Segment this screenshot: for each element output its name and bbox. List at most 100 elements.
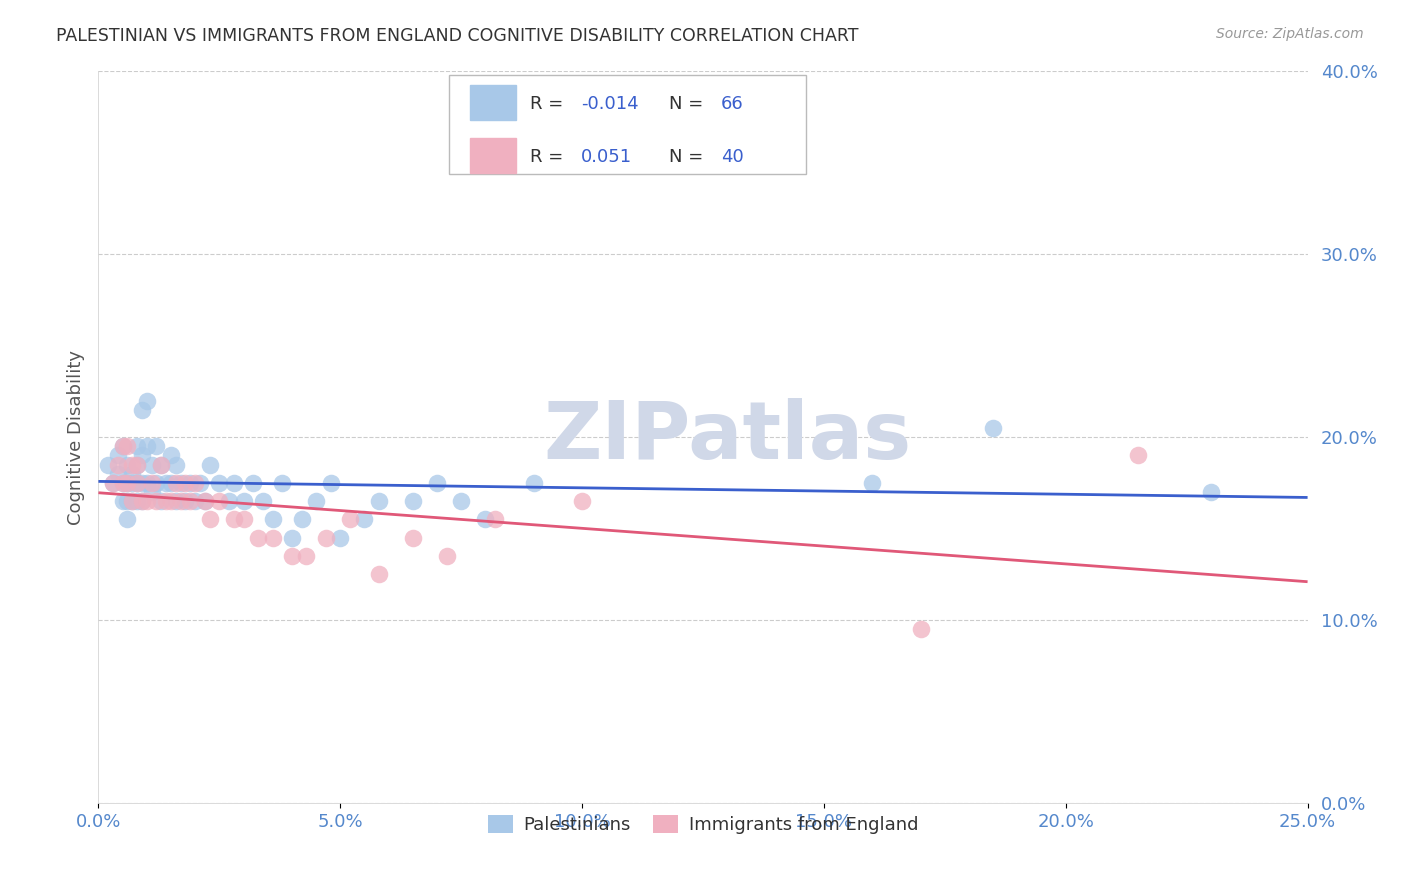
- Point: [135, 494, 157, 508]
- Point: [121, 494, 143, 508]
- Point: [271, 475, 294, 490]
- Point: [198, 512, 221, 526]
- Point: [860, 475, 883, 490]
- Point: [169, 475, 191, 490]
- Point: [165, 475, 187, 490]
- Point: [127, 475, 149, 490]
- Point: [402, 531, 425, 545]
- Text: -0.014: -0.014: [581, 95, 638, 113]
- Point: [474, 512, 496, 526]
- Text: N =: N =: [669, 95, 709, 113]
- Point: [194, 494, 217, 508]
- Point: [131, 402, 153, 417]
- Point: [131, 494, 153, 508]
- Point: [290, 512, 312, 526]
- Text: PALESTINIAN VS IMMIGRANTS FROM ENGLAND COGNITIVE DISABILITY CORRELATION CHART: PALESTINIAN VS IMMIGRANTS FROM ENGLAND C…: [56, 27, 859, 45]
- Point: [141, 458, 163, 472]
- FancyBboxPatch shape: [449, 75, 806, 174]
- Point: [368, 567, 391, 582]
- Point: [101, 475, 124, 490]
- Point: [218, 494, 240, 508]
- Point: [121, 475, 143, 490]
- Point: [169, 494, 191, 508]
- Point: [232, 494, 254, 508]
- Point: [117, 512, 139, 526]
- Point: [155, 475, 177, 490]
- Point: [262, 531, 284, 545]
- Point: [174, 494, 197, 508]
- Point: [150, 458, 173, 472]
- Point: [247, 531, 270, 545]
- Point: [232, 512, 254, 526]
- Point: [135, 393, 157, 408]
- Point: [281, 531, 304, 545]
- Text: N =: N =: [669, 148, 709, 166]
- Point: [131, 448, 153, 462]
- Point: [165, 458, 187, 472]
- Point: [1128, 448, 1150, 462]
- Point: [339, 512, 361, 526]
- Text: 66: 66: [721, 95, 744, 113]
- Point: [135, 439, 157, 453]
- Point: [281, 549, 304, 563]
- Point: [107, 467, 129, 481]
- Point: [117, 458, 139, 472]
- Point: [127, 439, 149, 453]
- Point: [111, 475, 134, 490]
- Point: [111, 439, 134, 453]
- Text: R =: R =: [530, 95, 569, 113]
- Point: [131, 475, 153, 490]
- Bar: [470, 138, 516, 173]
- Point: [107, 458, 129, 472]
- Point: [174, 475, 197, 490]
- Point: [188, 475, 211, 490]
- Point: [208, 475, 231, 490]
- Point: [135, 475, 157, 490]
- Point: [117, 439, 139, 453]
- Point: [150, 458, 173, 472]
- Point: [402, 494, 425, 508]
- Point: [305, 494, 328, 508]
- Point: [111, 475, 134, 490]
- Point: [222, 512, 245, 526]
- Y-axis label: Cognitive Disability: Cognitive Disability: [66, 350, 84, 524]
- Point: [150, 494, 173, 508]
- Point: [329, 531, 352, 545]
- Point: [121, 494, 143, 508]
- Point: [179, 475, 201, 490]
- Text: 40: 40: [721, 148, 744, 166]
- Point: [127, 458, 149, 472]
- Point: [295, 549, 318, 563]
- Point: [117, 475, 139, 490]
- Point: [571, 494, 593, 508]
- Point: [160, 475, 183, 490]
- Point: [131, 494, 153, 508]
- Point: [97, 458, 120, 472]
- Bar: [470, 86, 516, 120]
- Point: [184, 475, 207, 490]
- Point: [127, 475, 149, 490]
- Point: [127, 494, 149, 508]
- Point: [127, 458, 149, 472]
- Point: [184, 494, 207, 508]
- Point: [315, 531, 337, 545]
- Point: [436, 549, 458, 563]
- Point: [981, 421, 1004, 435]
- Point: [1199, 485, 1222, 500]
- Point: [117, 494, 139, 508]
- Point: [222, 475, 245, 490]
- Point: [252, 494, 274, 508]
- Point: [353, 512, 375, 526]
- Point: [910, 622, 932, 636]
- Point: [101, 475, 124, 490]
- Point: [165, 494, 187, 508]
- Point: [155, 494, 177, 508]
- Point: [160, 494, 183, 508]
- Point: [179, 494, 201, 508]
- Point: [208, 494, 231, 508]
- Point: [484, 512, 506, 526]
- Point: [319, 475, 342, 490]
- Point: [121, 458, 143, 472]
- Point: [426, 475, 449, 490]
- Text: 0.051: 0.051: [581, 148, 633, 166]
